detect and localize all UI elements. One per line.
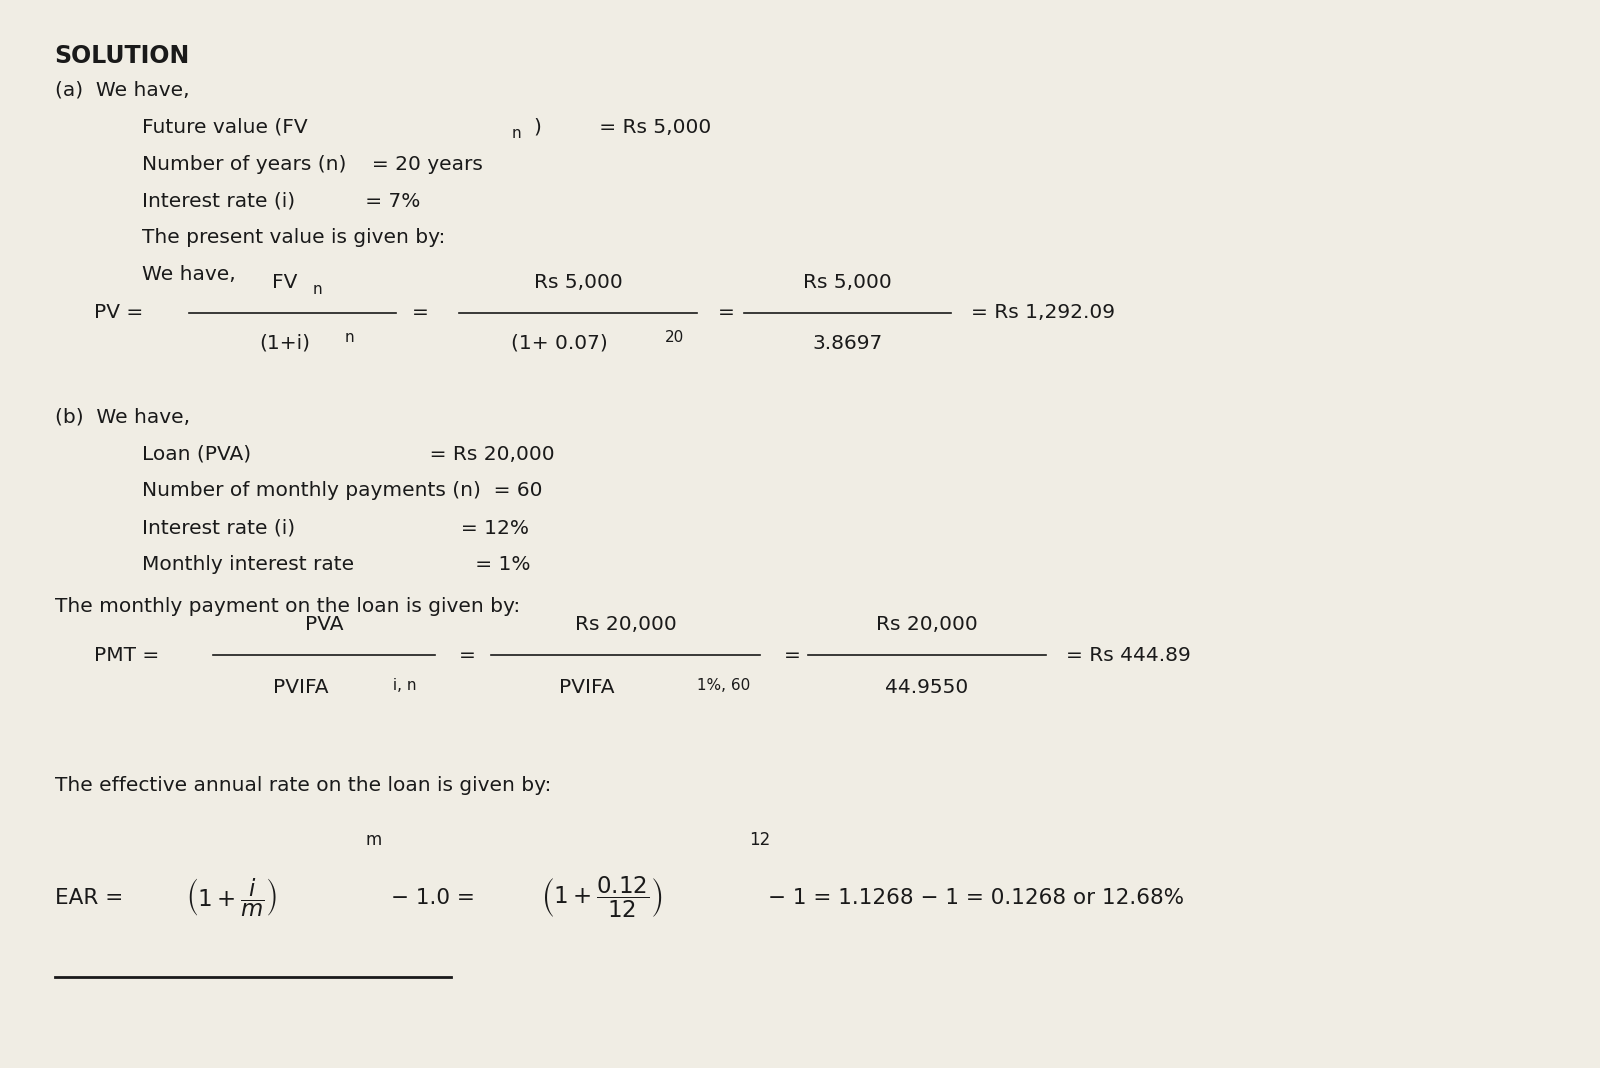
Text: =: = [459,646,475,664]
Text: Interest rate (i)           = 7%: Interest rate (i) = 7% [142,191,421,210]
Text: Rs 5,000: Rs 5,000 [803,272,891,292]
Text: $\left(1+\dfrac{0.12}{12}\right)$: $\left(1+\dfrac{0.12}{12}\right)$ [541,875,662,921]
Text: EAR =: EAR = [54,888,123,908]
Text: =: = [411,303,429,323]
Text: = Rs 444.89: = Rs 444.89 [1067,646,1192,664]
Text: Number of monthly payments (n)  = 60: Number of monthly payments (n) = 60 [142,482,542,500]
Text: PMT =: PMT = [94,646,160,664]
Text: Future value (FV: Future value (FV [142,117,307,137]
Text: Rs 20,000: Rs 20,000 [877,615,978,634]
Text: n: n [344,330,355,345]
Text: − 1 = 1.1268 − 1 = 0.1268 or 12.68%: − 1 = 1.1268 − 1 = 0.1268 or 12.68% [768,888,1184,908]
Text: We have,: We have, [142,265,235,284]
Text: i, n: i, n [387,678,416,693]
Text: Rs 5,000: Rs 5,000 [533,272,622,292]
Text: Monthly interest rate                   = 1%: Monthly interest rate = 1% [142,555,530,575]
Text: n: n [314,282,323,297]
Text: The present value is given by:: The present value is given by: [142,229,445,248]
Text: 1%, 60: 1%, 60 [693,678,750,693]
Text: PVIFA: PVIFA [274,678,330,697]
Text: FV: FV [272,272,298,292]
Text: (b)  We have,: (b) We have, [54,408,190,426]
Text: $\left(1+\dfrac{i}{m}\right)$: $\left(1+\dfrac{i}{m}\right)$ [186,877,277,918]
Text: = Rs 1,292.09: = Rs 1,292.09 [971,303,1115,323]
Text: Number of years (n)    = 20 years: Number of years (n) = 20 years [142,155,483,173]
Text: Interest rate (i)                          = 12%: Interest rate (i) = 12% [142,518,528,537]
Text: The monthly payment on the loan is given by:: The monthly payment on the loan is given… [54,597,520,616]
Text: Rs 20,000: Rs 20,000 [574,615,677,634]
Text: PVA: PVA [306,615,344,634]
Text: Loan (PVA)                            = Rs 20,000: Loan (PVA) = Rs 20,000 [142,444,554,464]
Text: 20: 20 [666,330,685,345]
Text: PV =: PV = [94,303,144,323]
Text: The effective annual rate on the loan is given by:: The effective annual rate on the loan is… [54,776,550,796]
Text: n: n [512,126,522,141]
Text: SOLUTION: SOLUTION [54,44,190,68]
Text: m: m [365,831,382,849]
Text: )         = Rs 5,000: ) = Rs 5,000 [533,117,710,137]
Text: (a)  We have,: (a) We have, [54,81,189,99]
Text: 12: 12 [749,831,771,849]
Text: PVIFA: PVIFA [558,678,614,697]
Text: =: = [717,303,734,323]
Text: (1+ 0.07): (1+ 0.07) [512,333,608,352]
Text: (1+i): (1+i) [259,333,310,352]
Text: 44.9550: 44.9550 [885,678,968,697]
Text: 3.8697: 3.8697 [813,333,883,352]
Text: =: = [784,646,802,664]
Text: − 1.0 =: − 1.0 = [390,888,475,908]
